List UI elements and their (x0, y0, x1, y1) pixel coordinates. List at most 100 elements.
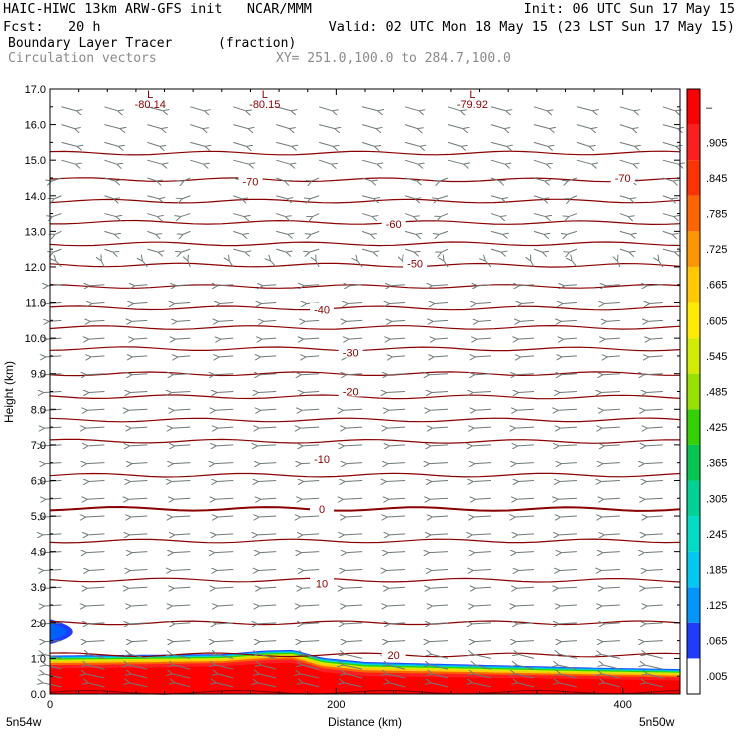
contour-label: -60 (386, 219, 402, 231)
circulation-vector (175, 623, 191, 624)
x-axis-label: Distance (km) (328, 715, 402, 729)
circulation-vector (490, 177, 499, 181)
contour-label-bg (310, 452, 335, 465)
circulation-vector (387, 427, 406, 428)
circulation-vector (474, 605, 492, 606)
contour-label: -30 (343, 347, 359, 359)
circulation-vector (233, 213, 244, 217)
x-tick-label: 400 (614, 699, 632, 711)
circulation-vector (475, 374, 492, 375)
circulation-vector (563, 303, 577, 304)
contour-label: 10 (316, 579, 328, 591)
circulation-vector (313, 213, 320, 217)
circulation-vector (258, 654, 277, 659)
circulation-vector (347, 463, 363, 464)
colorbar-label: .785 (706, 209, 727, 221)
circulation-vector (260, 374, 277, 375)
circulation-vector (87, 641, 105, 642)
circulation-vector (386, 569, 406, 570)
contour-label: -50 (407, 258, 423, 270)
x-tick-label: 200 (327, 699, 345, 711)
circulation-vector (147, 195, 159, 199)
circulation-vector (215, 641, 234, 642)
circulation-vector (490, 195, 502, 199)
circulation-vector (130, 654, 148, 659)
circulation-vector (650, 338, 663, 339)
circulation-vector (475, 356, 492, 357)
circulation-vector (88, 623, 105, 624)
circulation-vector (258, 534, 277, 535)
contour-label-bg (310, 302, 335, 315)
circulation-vector (647, 654, 663, 659)
contour-label: -40 (314, 305, 330, 317)
circulation-vector (390, 445, 406, 446)
y-tick-label: 0.0 (31, 689, 46, 701)
circulation-vector (310, 195, 320, 199)
circulation-vector (475, 641, 492, 642)
y-tick-label: 6.0 (31, 475, 46, 487)
circulation-vector (490, 230, 503, 234)
colorbar-swatch (687, 516, 700, 552)
circulation-vector (388, 552, 406, 553)
circulation-vector (261, 356, 277, 357)
circulation-vector (447, 124, 463, 129)
circulation-vector (104, 124, 120, 129)
y-tick-label: 12.0 (25, 262, 46, 274)
circulation-vector (602, 516, 620, 517)
circulation-vector (229, 261, 234, 268)
circulation-vector (344, 665, 363, 670)
circulation-vector (175, 303, 191, 304)
colorbar-label: .245 (706, 529, 727, 541)
circulation-vector (432, 285, 449, 286)
temperature-contour (49, 620, 681, 626)
circulation-vector (361, 141, 374, 146)
circulation-vector (619, 124, 632, 129)
circulation-vector (258, 480, 277, 481)
circulation-vector (147, 230, 155, 234)
circulation-vector (86, 605, 105, 606)
colorbar-swatch (687, 373, 700, 410)
circulation-vector (233, 141, 246, 146)
circulation-vector (516, 463, 534, 464)
circulation-vector (562, 374, 577, 375)
circulation-vector (404, 124, 417, 129)
circulation-vector (319, 106, 332, 111)
circulation-vector (259, 605, 277, 606)
circulation-vector (659, 261, 664, 268)
colorbar-swatch (687, 195, 700, 232)
y-tick-label: 10.0 (25, 333, 46, 345)
field-name: Boundary Layer Tracer (8, 36, 173, 51)
circulation-vector (129, 409, 148, 410)
circulation-vector (430, 498, 449, 499)
circulation-vector (86, 516, 105, 517)
circulation-vector (604, 409, 620, 410)
circulation-vector (387, 674, 406, 679)
circulation-vector (90, 285, 105, 286)
circulation-vector (304, 569, 320, 570)
temperature-contour (49, 394, 681, 400)
circulation-vector (172, 480, 191, 481)
circulation-vector (349, 338, 363, 339)
colorbar-label: .185 (706, 564, 727, 576)
circulation-vector (604, 534, 620, 535)
colorbar-swatch (687, 587, 700, 623)
circulation-vector (447, 159, 464, 164)
circulation-vector (217, 654, 234, 659)
circulation-vector (190, 141, 205, 146)
circulation-vector (558, 665, 578, 670)
circulation-vector (442, 248, 449, 252)
circulation-vector (473, 392, 492, 393)
circulation-vector (473, 480, 492, 481)
circulation-vector (319, 141, 333, 146)
circulation-vector (404, 141, 420, 146)
circulation-vector (130, 480, 148, 481)
circulation-vector (602, 427, 620, 428)
circulation-vector (173, 605, 191, 606)
circulation-vector (433, 516, 449, 517)
temperature-contour (49, 262, 681, 268)
circulation-vector (258, 392, 277, 393)
circulation-vector (662, 159, 679, 164)
circulation-vector (147, 159, 162, 164)
circulation-vector (619, 213, 628, 217)
circulation-vector (662, 213, 674, 217)
